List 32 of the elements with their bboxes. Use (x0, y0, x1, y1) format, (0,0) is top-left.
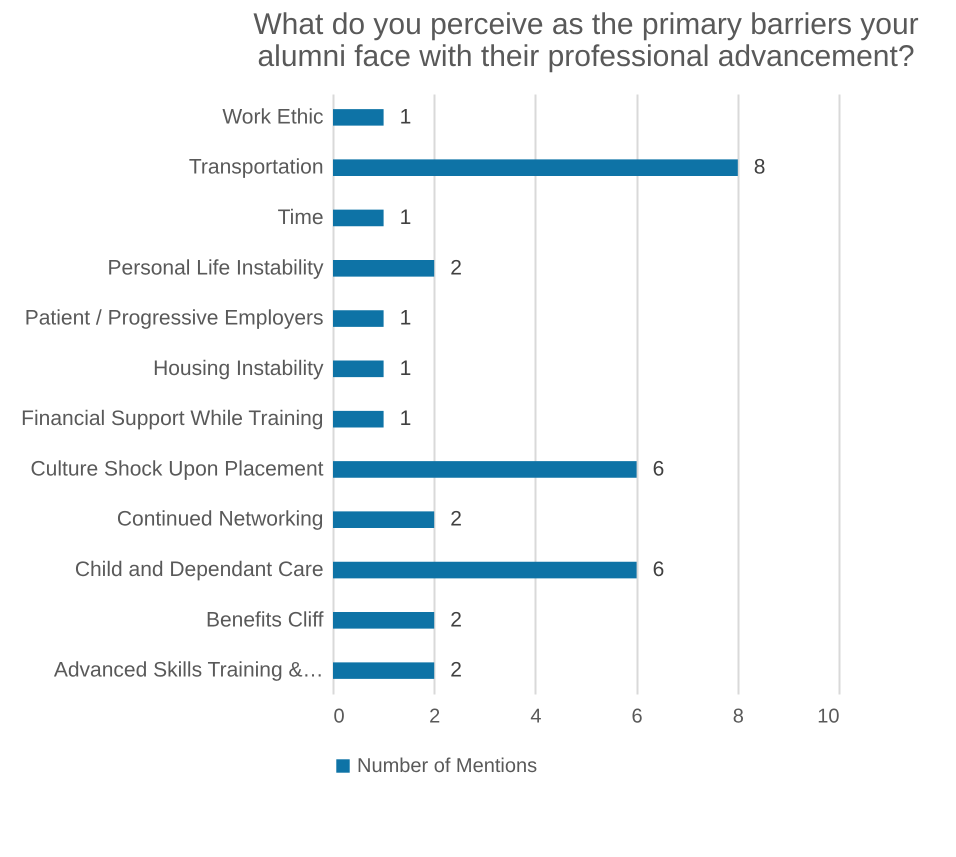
x-tick-label: 0 (334, 706, 345, 728)
data-label: 2 (450, 256, 462, 280)
data-label: 2 (450, 658, 462, 682)
y-tick-label: Work Ethic (222, 105, 324, 128)
data-label: 1 (400, 105, 412, 128)
data-label: 1 (400, 206, 412, 229)
data-label: 6 (652, 457, 664, 480)
chart-title: What do you perceive as the primary barriers your alumni face with their professional advancement? (253, 8, 919, 73)
y-tick-label: Patient / Progressive Employers (24, 306, 324, 330)
y-tick-label: Transportation (188, 156, 324, 179)
y-tick-label: Advanced Skills Training &… (54, 658, 324, 682)
y-tick-label: Financial Support While Training (21, 407, 324, 430)
y-tick-label: Time (278, 206, 324, 229)
legend-label: Number of Mentions (357, 755, 538, 777)
y-tick-label: Continued Networking (116, 508, 324, 531)
y-tick-label: Housing Instability (153, 356, 324, 380)
y-tick-label: Benefits Cliff (206, 608, 324, 632)
y-tick-label: Child and Dependant Care (74, 558, 324, 582)
data-label: 2 (450, 508, 462, 531)
data-label: 1 (400, 407, 412, 430)
data-label: 8 (754, 156, 766, 179)
x-tick-label: 6 (632, 706, 643, 728)
x-tick-label: 4 (530, 706, 542, 728)
data-label: 1 (400, 306, 412, 330)
x-tick-label: 2 (429, 706, 440, 728)
data-label: 6 (652, 558, 664, 582)
y-tick-label: Personal Life Instability (108, 256, 324, 280)
x-tick-label: 8 (732, 706, 744, 728)
data-label: 1 (400, 356, 412, 380)
y-tick-label: Culture Shock Upon Placement (30, 457, 324, 480)
data-label: 2 (450, 608, 462, 632)
x-tick-label: 10 (817, 706, 840, 728)
